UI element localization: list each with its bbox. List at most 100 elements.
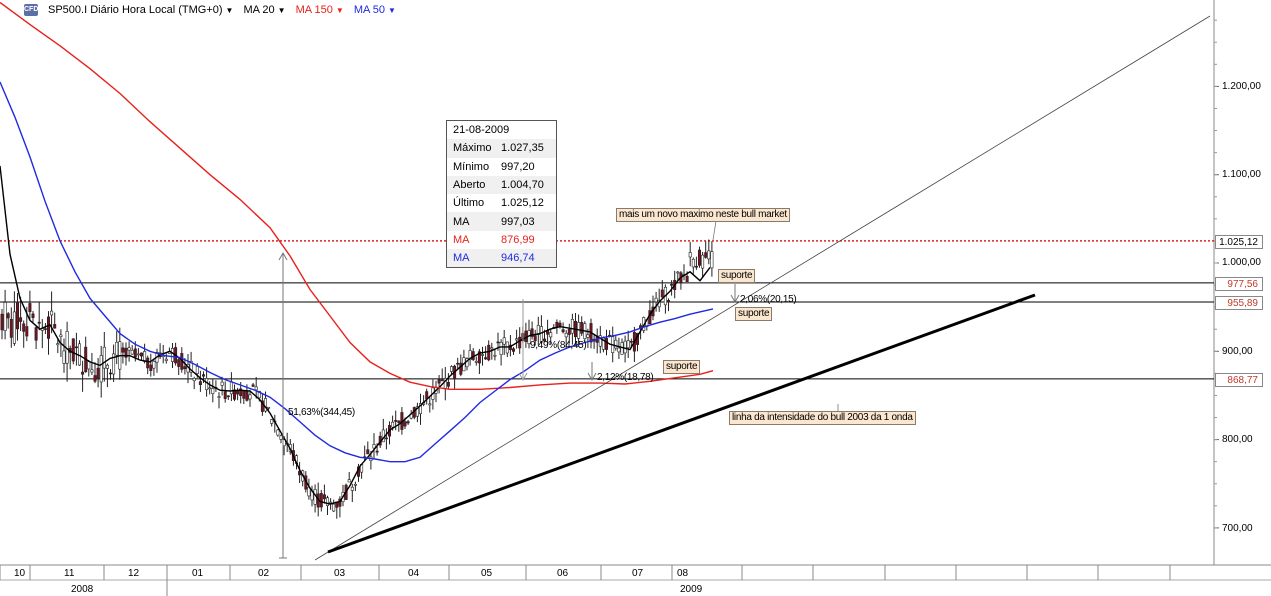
candle-body <box>614 339 618 349</box>
candle-body <box>325 497 329 506</box>
y-tick-label: 1.200,00 <box>1222 81 1261 92</box>
candle-body <box>121 347 125 353</box>
candle-body <box>211 388 215 394</box>
candle-body <box>260 400 264 412</box>
annotation-new-max: mais um novo maximo neste bull market <box>616 208 790 222</box>
candle-body <box>710 251 714 269</box>
candle-body <box>96 367 100 379</box>
arrow-up-icon <box>278 251 288 261</box>
candle-body <box>366 449 370 455</box>
candle-body <box>50 310 54 316</box>
tooltip-row: MA 946,74 <box>447 249 556 268</box>
candle-body <box>394 420 398 422</box>
candle-body <box>53 324 57 329</box>
x-tick-label: 04 <box>408 568 420 579</box>
annotation-suporte: suporte <box>663 360 701 374</box>
tooltip-date: 21-08-2009 <box>453 124 510 137</box>
symbol-selector[interactable]: SP500.I Diário Hora Local (TMG+0) ▼ <box>48 4 233 16</box>
annotation-pct: 2,06%(20,15) <box>740 294 797 305</box>
candle-body <box>676 271 680 274</box>
x-tick-label: 02 <box>258 568 270 579</box>
candle-body <box>375 450 379 453</box>
tooltip-date-row: 21-08-2009 <box>447 121 556 139</box>
candle-body <box>604 338 608 350</box>
ma150-selector[interactable]: MA 150 ▼ <box>296 4 344 16</box>
candle-body <box>329 501 333 504</box>
candle-body <box>542 338 546 342</box>
x-year-label: 2008 <box>71 584 94 595</box>
candle-body <box>171 348 175 362</box>
candle-body <box>87 361 91 370</box>
candle-body <box>437 379 441 384</box>
candle-body <box>322 494 326 500</box>
candle-body <box>152 360 156 369</box>
chevron-down-icon[interactable]: ▼ <box>225 5 234 15</box>
ma50-selector[interactable]: MA 50 ▼ <box>354 4 396 16</box>
candle-body <box>22 323 26 332</box>
candle-body <box>105 364 109 369</box>
candle-body <box>0 313 4 331</box>
candle-body <box>440 379 444 382</box>
candle-body <box>620 342 624 355</box>
annotation-pct: 9,49%(84,45) <box>530 340 587 351</box>
candle-body <box>704 252 708 258</box>
callout-line <box>712 220 717 241</box>
tooltip-row: Último 1.025,12 <box>447 194 556 212</box>
chevron-down-icon[interactable]: ▼ <box>277 5 286 15</box>
candle-body <box>353 483 357 486</box>
ma20-selector[interactable]: MA 20 ▼ <box>243 4 285 16</box>
annotation-suporte: suporte <box>718 269 756 283</box>
y-tick-label: 1.100,00 <box>1222 169 1261 180</box>
tooltip-label: Aberto <box>453 179 486 192</box>
x-year-label: 2009 <box>680 584 703 595</box>
ma-line-ma20 <box>0 165 711 505</box>
chevron-down-icon[interactable]: ▼ <box>388 5 396 15</box>
candle-body <box>697 249 701 266</box>
candle-body <box>586 334 590 338</box>
candle-body <box>62 350 66 364</box>
candle-body <box>558 322 562 327</box>
candle-body <box>694 265 698 268</box>
x-tick-label: 12 <box>128 568 140 579</box>
candle-body <box>164 358 168 361</box>
candle-body <box>12 311 16 344</box>
long-trendline <box>314 15 1211 561</box>
tooltip-row: MA 876,99 <box>447 231 556 249</box>
candle-body <box>480 354 484 356</box>
candle-body <box>449 366 453 372</box>
annotation-pct: 2,12%(18,78) <box>597 372 654 383</box>
candle-body <box>136 353 140 356</box>
candle-body <box>198 381 202 385</box>
candle-body <box>515 338 519 341</box>
candle-body <box>133 348 137 358</box>
chevron-down-icon[interactable]: ▼ <box>335 5 344 15</box>
candle-body <box>372 444 376 449</box>
bull-trendline <box>327 293 1036 554</box>
ma-line-ma150 <box>0 1 714 390</box>
candle-body <box>567 329 571 335</box>
candle-body <box>6 313 10 319</box>
candle-body <box>267 406 271 409</box>
candle-body <box>19 317 23 322</box>
level-price-box: 955,89 <box>1215 296 1263 310</box>
candle-body <box>251 384 255 387</box>
candle-body <box>189 360 193 373</box>
candle-body <box>276 429 280 436</box>
candle-body <box>496 341 500 344</box>
annotation-trendline: linha da intensidade do bull 2003 da 1 o… <box>729 411 916 425</box>
tooltip-label: MA <box>453 252 470 265</box>
candle-body <box>239 388 243 397</box>
candle-body <box>384 437 388 440</box>
candle-body <box>183 366 187 370</box>
tooltip-label: Mínimo <box>453 160 490 173</box>
candle-body <box>81 371 85 375</box>
x-tick-label: 11 <box>64 568 75 579</box>
candle-body <box>428 403 432 406</box>
candle-body <box>149 364 153 371</box>
candle-body <box>71 338 75 362</box>
candle-body <box>332 503 336 512</box>
candle-body <box>223 391 227 399</box>
candle-body <box>124 347 128 358</box>
tooltip-row: Mínimo 997,20 <box>447 158 556 176</box>
